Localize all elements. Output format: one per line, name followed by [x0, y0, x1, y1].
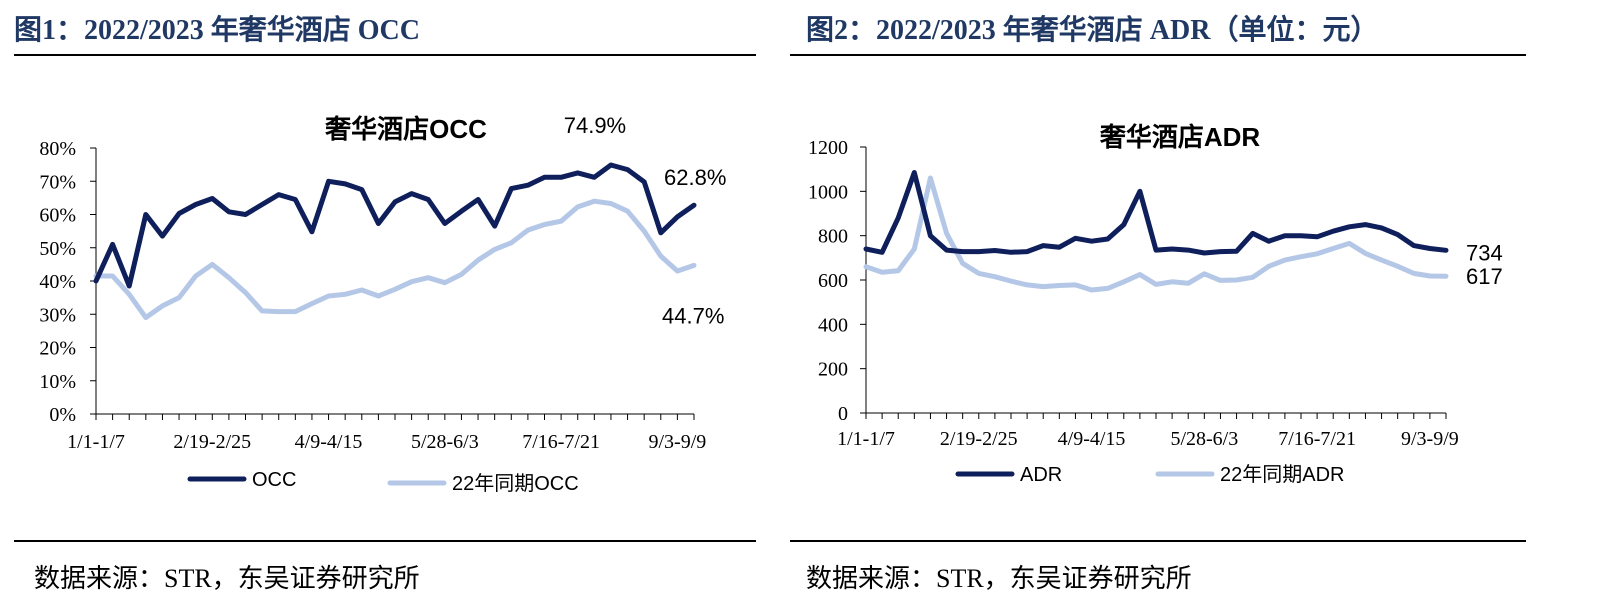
chart-1-ytick-label: 10% — [39, 371, 76, 393]
chart-2-xtick-label: 9/3-9/9 — [1401, 428, 1459, 450]
figure-1-top-rule — [14, 54, 756, 56]
figure-2-top-rule — [790, 54, 1526, 56]
chart-1-ytick-label: 60% — [39, 205, 76, 227]
chart-2-xtick-label: 1/1-1/7 — [837, 428, 895, 450]
chart-1-ytick-label: 70% — [39, 171, 76, 193]
figure-1-header: 图1：2022/2023 年奢华酒店 OCC — [14, 15, 421, 46]
chart-1-ytick-label: 0% — [49, 404, 76, 426]
chart-1-xtick-label: 9/3-9/9 — [648, 431, 706, 453]
figure-1-bottom-rule — [14, 540, 756, 542]
chart-2-ytick-label: 600 — [818, 270, 848, 292]
chart-1-series-1-peak-label: 74.9% — [564, 113, 626, 138]
chart-1-xtick-label: 5/28-6/3 — [411, 431, 479, 453]
chart-1-ytick-label: 20% — [39, 338, 76, 360]
chart-1-series-2-end-label: 44.7% — [662, 303, 724, 328]
chart-2-series-1-line — [863, 170, 1449, 256]
chart-2-ytick-label: 1200 — [808, 137, 848, 159]
chart-1-ytick-label: 30% — [39, 304, 76, 326]
chart-1-ytick-label: 50% — [39, 238, 76, 260]
figure-2-source: 数据来源：STR，东吴证券研究所 — [806, 564, 1192, 593]
chart-2-xtick-label: 7/16-7/21 — [1278, 428, 1356, 450]
chart-2-ytick-label: 0 — [838, 403, 848, 425]
figure-1-source: 数据来源：STR，东吴证券研究所 — [34, 564, 420, 593]
chart-2-title: 奢华酒店ADR — [1099, 122, 1261, 152]
chart-1-title: 奢华酒店OCC — [324, 114, 487, 144]
chart-2-ytick-label: 1000 — [808, 181, 848, 203]
chart-2-series-2-line — [863, 175, 1449, 293]
chart-2-ytick-label: 800 — [818, 226, 848, 248]
chart-1-xtick-label: 2/19-2/25 — [173, 431, 251, 453]
figure-2-header: 图2：2022/2023 年奢华酒店 ADR（单位：元） — [806, 15, 1379, 46]
chart-1-legend-label-1: OCC — [252, 469, 296, 491]
chart-1-series-2-line — [93, 198, 697, 321]
chart-2-xtick-label: 4/9-4/15 — [1058, 428, 1126, 450]
chart-1-series-1-end-label: 62.8% — [664, 165, 726, 190]
chart-2-ytick-label: 400 — [818, 314, 848, 336]
figure-2-bottom-rule — [790, 540, 1526, 542]
chart-2-ytick-label: 200 — [818, 359, 848, 381]
chart-1-legend-label-2: 22年同期OCC — [452, 472, 579, 495]
chart-2-legend-label-2: 22年同期ADR — [1220, 463, 1344, 486]
chart-1-series-1-line — [93, 162, 697, 289]
chart-1-xtick-label: 7/16-7/21 — [522, 431, 600, 453]
chart-2-series-1-end-label: 734 — [1466, 240, 1503, 265]
chart-2-xtick-label: 2/19-2/25 — [940, 428, 1018, 450]
chart-2-series-2-end-label: 617 — [1466, 264, 1503, 289]
chart-1-ytick-label: 40% — [39, 271, 76, 293]
chart-1-xtick-label: 1/1-1/7 — [67, 431, 125, 453]
chart-1-ytick-label: 80% — [39, 138, 76, 160]
chart-2-legend-label-1: ADR — [1020, 464, 1062, 486]
chart-1-xtick-label: 4/9-4/15 — [295, 431, 363, 453]
chart-2-xtick-label: 5/28-6/3 — [1170, 428, 1238, 450]
